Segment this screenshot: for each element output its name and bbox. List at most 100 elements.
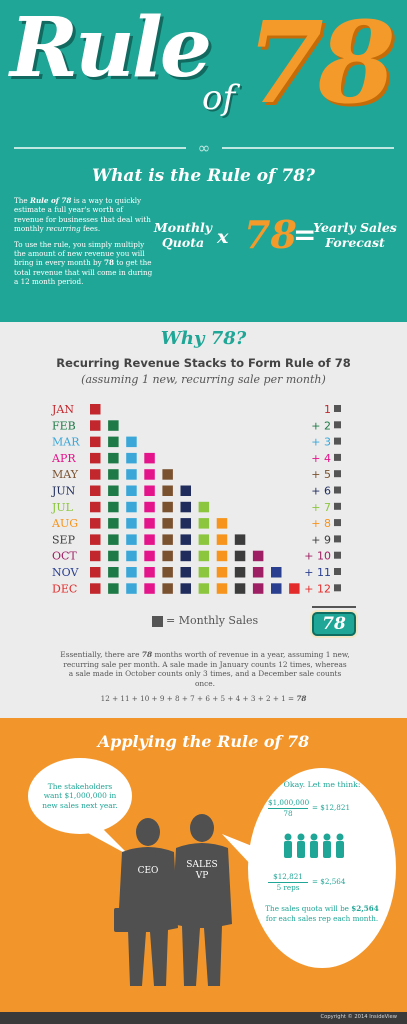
header-section: Rule 78 of ∞ What is the Rule of 78? The…: [0, 0, 407, 322]
sale-square: [144, 518, 155, 529]
sale-square: [252, 567, 264, 578]
count-square-icon: [334, 568, 341, 575]
intro-text: The Rule of 78 is a way to quickly estim…: [14, 196, 154, 293]
sale-square: [144, 567, 155, 578]
sale-square: [126, 518, 137, 529]
count-square-icon: [334, 502, 341, 510]
sale-square: [108, 518, 119, 529]
sum-equation: 12 + 11 + 10 + 9 + 8 + 7 + 6 + 5 + 4 + 3…: [100, 694, 307, 703]
formula-yearly-forecast: Yearly Sales Forecast: [313, 220, 397, 250]
sale-square: [90, 436, 101, 448]
month-label-jul: JUL: [51, 501, 74, 514]
total-badge: 78: [312, 612, 356, 636]
ornamental-divider: ∞: [14, 140, 394, 156]
sale-square: [180, 534, 191, 545]
count-square-icon: [334, 421, 341, 429]
count-label-oct: + 10: [304, 550, 331, 563]
calculation-per-rep: $12,821 5 reps = $2,564: [268, 872, 378, 894]
stakeholder-speech-bubble: [28, 758, 132, 856]
explanation-text: Essentially, there are 78 months worth o…: [60, 650, 350, 688]
applying-section: Applying the Rule of 78: [0, 718, 407, 1012]
applying-illustration: [28, 758, 396, 986]
sale-square: [90, 501, 101, 513]
sale-square: [126, 567, 137, 578]
count-square-icon: [334, 535, 341, 543]
month-label-may: MAY: [52, 468, 79, 481]
formula-monthly-quota: Monthly Quota: [153, 220, 213, 250]
sale-square: [90, 550, 101, 562]
sale-square: [144, 534, 155, 545]
sale-square: [234, 550, 246, 562]
sale-square: [216, 583, 228, 594]
count-label-jan: 1: [324, 403, 331, 416]
sale-square: [90, 420, 101, 431]
sale-square: [180, 567, 191, 578]
sale-square: [108, 452, 119, 464]
calc2-numerator: $12,821: [268, 872, 308, 883]
rule-formula: Monthly Quota x 78 = Yearly Sales Foreca…: [150, 210, 400, 270]
footer: Copyright © 2014 InsideView: [0, 1012, 407, 1024]
sale-square: [234, 583, 246, 594]
sale-square: [198, 583, 210, 594]
sale-square: [108, 420, 119, 431]
sale-square: [108, 583, 119, 594]
sale-square: [126, 583, 137, 594]
sale-square: [289, 583, 300, 594]
count-label-jul: + 7: [311, 501, 331, 514]
sale-square: [216, 534, 228, 545]
count-square-icon: [334, 584, 341, 592]
sale-square: [252, 583, 264, 594]
sale-square: [90, 452, 101, 464]
month-label-feb: FEB: [52, 419, 76, 432]
month-label-oct: OCT: [52, 550, 77, 563]
count-label-apr: + 4: [311, 452, 331, 465]
count-square-icon: [334, 405, 341, 412]
sale-square: [126, 452, 137, 464]
calc2-result: = $2,564: [312, 877, 346, 886]
sale-square: [108, 550, 119, 562]
sale-square: [198, 534, 210, 545]
month-label-jan: JAN: [51, 403, 74, 416]
month-label-apr: APR: [51, 452, 76, 465]
sale-square: [90, 583, 101, 594]
sale-square: [162, 485, 173, 496]
chart-subtitle: (assuming 1 new, recurring sale per mont…: [81, 373, 326, 386]
applying-heading: Applying the Rule of 78: [97, 732, 310, 751]
sale-square: [126, 469, 137, 480]
calculation-yearly: $1,000,000 78 = $12,821: [268, 798, 378, 820]
sale-square: [180, 583, 191, 594]
title-number: 78: [246, 0, 396, 129]
sale-square: [162, 550, 173, 562]
formula-multiply-sign: x: [217, 226, 229, 248]
sale-square: [90, 404, 101, 415]
month-label-dec: DEC: [52, 582, 77, 595]
month-label-nov: NOV: [52, 566, 79, 579]
month-label-aug: AUG: [51, 517, 78, 530]
quota-conclusion: The sales quota will be $2,564 for each …: [265, 904, 379, 923]
sale-square: [180, 550, 191, 562]
revenue-stack-chart: JAN 1 FEB + 2 MAR + 3 APR + 4 MAY + 5 JUN + 6 JUL + 7…: [51, 403, 341, 595]
legend-swatch: [152, 616, 163, 627]
chart-title: Recurring Revenue Stacks to Form Rule of…: [56, 356, 351, 370]
sales-vp-silhouette-icon: [172, 814, 232, 986]
sale-square: [162, 567, 173, 578]
sale-square: [234, 567, 246, 578]
sale-square: [90, 485, 101, 496]
count-label-dec: + 12: [304, 582, 331, 595]
stakeholder-text: The stakeholders want $1,000,000 in new …: [42, 782, 118, 810]
sale-square: [271, 567, 282, 578]
sale-square: [90, 469, 101, 480]
sale-square: [162, 469, 173, 480]
calc2-denominator: 5 reps: [276, 883, 300, 892]
sale-square: [90, 518, 101, 529]
sale-square: [108, 485, 119, 496]
thinking-heading: Okay. Let me think:: [283, 780, 361, 789]
sale-square: [180, 485, 191, 496]
sale-square: [234, 534, 246, 545]
sale-square: [90, 534, 101, 545]
sales-vp-label: SALES VP: [186, 860, 218, 881]
title-rule: Rule: [10, 0, 212, 96]
copyright-text: Copyright © 2014 InsideView: [320, 1014, 397, 1020]
count-square-icon: [334, 519, 341, 527]
sale-square: [108, 469, 119, 480]
